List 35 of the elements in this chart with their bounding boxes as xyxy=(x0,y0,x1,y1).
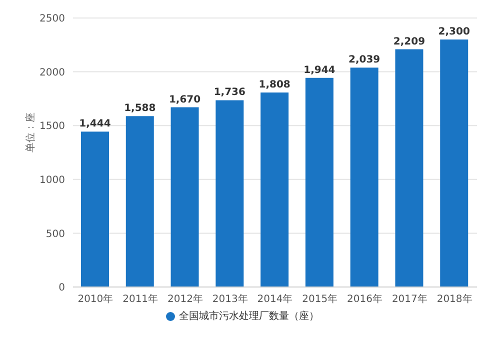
x-tick-label: 2017年 xyxy=(392,293,428,306)
x-tick-label: 2013年 xyxy=(212,293,248,306)
x-tick-label: 2012年 xyxy=(167,293,203,306)
data-label: 2,039 xyxy=(348,54,380,66)
y-tick-label: 500 xyxy=(46,228,65,240)
bar xyxy=(81,132,109,287)
x-tick-label: 2018年 xyxy=(436,293,472,306)
bar xyxy=(395,49,424,287)
bar xyxy=(170,107,199,287)
data-label: 1,736 xyxy=(214,87,246,98)
y-tick-label: 2500 xyxy=(40,14,65,25)
bar xyxy=(305,78,334,287)
data-label: 1,808 xyxy=(258,79,290,90)
data-label: 2,209 xyxy=(393,36,426,48)
data-label: 1,444 xyxy=(79,118,111,130)
y-tick-label: 0 xyxy=(58,282,65,294)
data-label: 2,300 xyxy=(438,26,470,38)
x-tick-label: 2010年 xyxy=(78,293,114,306)
bar xyxy=(440,40,468,287)
bar xyxy=(260,92,289,287)
y-tick-label: 1500 xyxy=(40,121,65,132)
bar xyxy=(350,68,378,287)
x-tick-label: 2015年 xyxy=(302,293,338,306)
legend-label: 全国城市污水处理厂数量（座） xyxy=(179,311,319,322)
data-label: 1,944 xyxy=(304,64,336,76)
bar xyxy=(126,116,154,287)
y-tick-label: 2000 xyxy=(40,67,65,78)
bar xyxy=(216,100,244,287)
x-tick-label: 2014年 xyxy=(257,293,293,306)
data-label: 1,670 xyxy=(168,94,201,106)
x-tick-label: 2011年 xyxy=(122,293,158,306)
y-axis-title: 单位：座 xyxy=(24,112,37,152)
y-tick-label: 1000 xyxy=(40,174,65,186)
x-tick-label: 2016年 xyxy=(347,293,383,306)
data-label: 1,588 xyxy=(124,103,156,114)
